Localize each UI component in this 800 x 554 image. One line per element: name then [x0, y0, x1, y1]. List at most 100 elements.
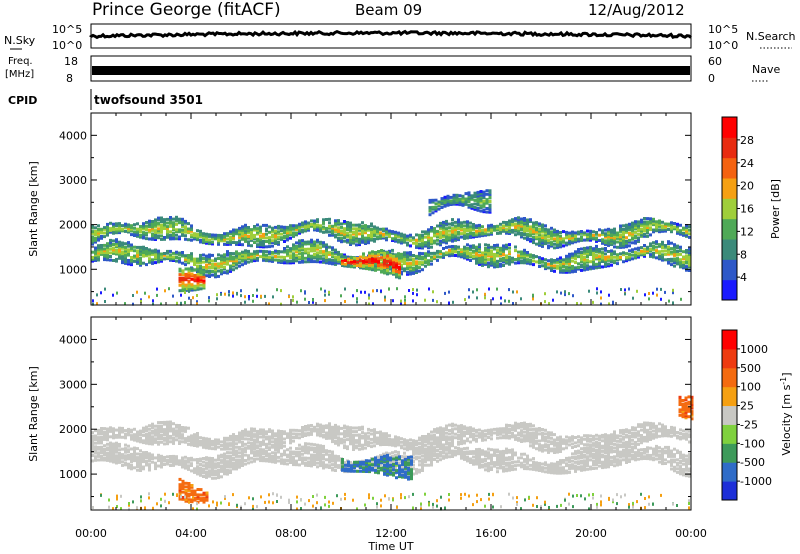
power-cell [631, 250, 634, 254]
power-cell [452, 202, 456, 206]
power-cell [508, 221, 511, 225]
velocity-cell [520, 432, 523, 436]
power-cell [482, 210, 486, 214]
power-cell [226, 233, 229, 237]
velocity-cell [358, 440, 361, 444]
power-cell [655, 220, 658, 224]
power-cell [325, 261, 328, 265]
velocity-cell [91, 454, 94, 457]
power-cell [271, 235, 274, 239]
velocity-cell [472, 436, 475, 440]
velocity-cell [157, 440, 160, 444]
power-cell [178, 217, 181, 221]
power-cell [658, 253, 661, 257]
power-cell [190, 238, 193, 242]
power-cell [181, 289, 185, 293]
power-speckle [228, 290, 230, 294]
power-cell [499, 259, 502, 263]
power-cell [361, 240, 364, 244]
velocity-cell [127, 450, 130, 454]
power-cell [550, 242, 553, 246]
velocity-cell [238, 440, 241, 444]
power-cell [154, 229, 157, 233]
velocity-cell [124, 448, 127, 452]
power-cell [586, 250, 589, 253]
velocity-cell [133, 446, 136, 450]
velocity-cell [583, 443, 586, 447]
power-cell [226, 241, 229, 245]
velocity-cell [175, 431, 178, 435]
power-cell [97, 244, 100, 248]
power-cell [409, 233, 412, 237]
power-cell [520, 254, 523, 258]
velocity-cell [460, 442, 463, 446]
power-cell [625, 227, 628, 231]
velocity-cell [433, 437, 436, 441]
power-cell [499, 228, 502, 232]
power-cell [580, 265, 583, 269]
power-cell [467, 205, 471, 209]
power-speckle [196, 294, 198, 297]
velocity-cell [118, 430, 121, 434]
power-cell [373, 239, 376, 243]
power-cell [397, 235, 400, 239]
velocity-cell [628, 429, 631, 433]
power-speckle [656, 293, 658, 297]
power-cell [577, 262, 580, 266]
velocity-cell [337, 443, 340, 447]
power-cell [181, 254, 184, 258]
power-cell [622, 240, 625, 244]
power-cell [136, 258, 139, 262]
power-cell [184, 285, 188, 289]
power-cell [625, 241, 628, 245]
power-cell [428, 207, 432, 211]
velocity-cell [166, 422, 169, 426]
velocity-cell [526, 424, 529, 428]
power-cell [103, 247, 106, 251]
velocity-cell [334, 440, 337, 443]
power-cell [232, 257, 235, 261]
velocity-cell [115, 454, 118, 458]
velocity-cell [301, 433, 304, 437]
velocity-cell [640, 428, 643, 432]
power-cell [377, 262, 380, 266]
velocity-cell [376, 436, 379, 440]
power-cell [244, 261, 247, 265]
power-speckle [484, 296, 486, 300]
power-cell [328, 230, 331, 234]
power-cell [148, 219, 151, 223]
power-cell [679, 247, 682, 251]
velocity-cell [625, 444, 628, 448]
velocity-cell [499, 436, 502, 440]
velocity-cell [295, 432, 298, 436]
power-cell [397, 233, 400, 237]
power-cell [214, 259, 217, 263]
power-cell [362, 254, 365, 258]
power-cell [559, 263, 562, 267]
power-cell [556, 259, 559, 263]
power-cell [568, 265, 571, 269]
velocity-cell [349, 438, 352, 442]
power-cell [334, 235, 337, 239]
velocity-cell [550, 449, 553, 453]
velocity-cell [151, 438, 154, 442]
velocity-cell [154, 440, 157, 444]
velocity-cell [556, 450, 559, 454]
velocity-cell [613, 446, 616, 450]
power-cell [331, 233, 334, 237]
power-cell [346, 262, 349, 266]
velocity-cell [607, 439, 610, 443]
power-cell [466, 232, 469, 236]
power-speckle [432, 290, 434, 294]
power-cell [535, 237, 538, 241]
power-cell [434, 198, 438, 202]
velocity-cell [340, 426, 343, 430]
power-cell [292, 227, 295, 231]
power-cell [184, 259, 187, 263]
power-cell [190, 224, 193, 228]
power-cell [586, 238, 589, 242]
velocity-cell [511, 435, 514, 439]
power-cell [469, 232, 472, 236]
power-cell [124, 229, 127, 233]
power-cell [385, 238, 388, 242]
